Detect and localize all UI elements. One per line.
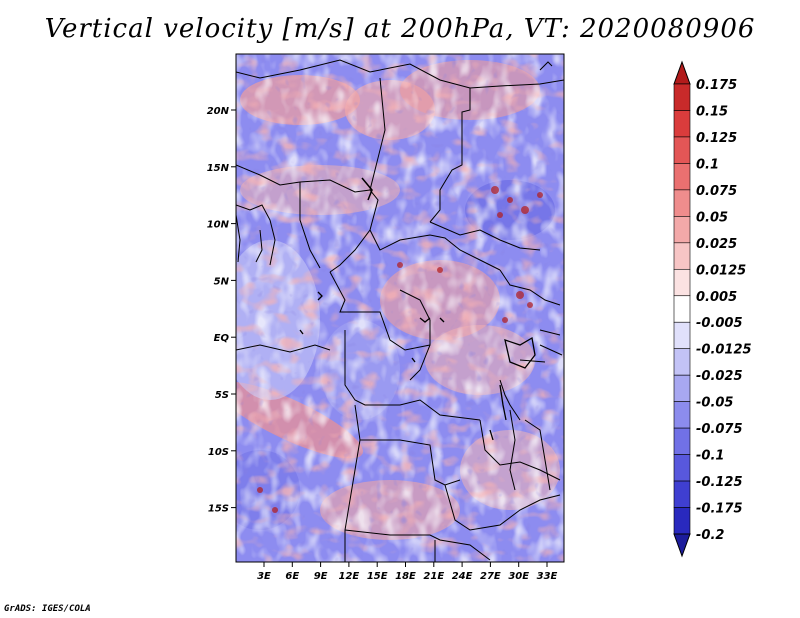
colorbar-level-label: -0.125 [696,475,743,490]
colorbar-swatch [673,348,691,376]
colorbar-swatch [673,189,691,217]
colorbar-swatch [673,216,691,244]
colorbar-swatch [673,374,691,402]
lat-tick-label: 10S [208,447,229,458]
colorbar-swatch [673,242,691,270]
intense-updraft-spots [257,186,543,513]
latitude-axis: 20N 15N 10N 5N EQ 5S 10S 15S [207,106,236,515]
colorbar-level-label: 0.1 [696,157,719,172]
lon-tick-label: 33E [537,571,558,582]
plot-frame [235,53,565,563]
colorbar-swatch [673,401,691,429]
lon-tick-label: 18E [395,571,416,582]
lat-tick-label: 5S [215,390,229,401]
colorbar-swatch [673,427,691,455]
colorbar-swatch [673,110,691,138]
colorbar-level-label: -0.05 [696,396,733,411]
lat-tick-label: EQ [214,333,230,344]
country-borders [236,59,564,562]
lakes [299,291,536,441]
lon-tick-label: 24E [452,571,473,582]
colorbar-min-arrow [673,533,691,558]
colorbar-swatch [673,136,691,164]
lon-tick-label: 15E [367,571,388,582]
grads-credit: GrADS: IGES/COLA [4,604,91,614]
colorbar-level-label: 0.125 [696,131,737,146]
plot-area [236,54,564,562]
colorbar-swatch [673,83,691,111]
colorbar-level-label: -0.005 [696,316,743,331]
colorbar-level-label: 0.075 [696,184,737,199]
colorbar-level-label: -0.0125 [696,343,752,358]
colorbar-level-label: -0.1 [696,449,724,464]
lon-tick-label: 9E [314,571,328,582]
colorbar-swatch [673,480,691,508]
lon-tick-label: 6E [285,571,299,582]
colorbar-level-label: 0.15 [696,104,728,119]
colorbar: 0.175 0.15 0.125 0.1 0.075 0.05 0.025 0.0125 0.0… [673,60,752,558]
lat-tick-label: 10N [207,220,230,231]
lon-tick-label: 30E [508,571,529,582]
colorbar-swatch [673,507,691,535]
colorbar-level-label: -0.2 [696,528,724,543]
lat-tick-label: 15S [208,504,229,515]
colorbar-level-label: 0.0125 [696,263,746,278]
colorbar-level-label: -0.075 [696,422,743,437]
colorbar-level-label: 0.175 [696,78,737,93]
colorbar-swatch [673,321,691,350]
colorbar-max-arrow [673,60,691,85]
colorbar-swatch [673,295,691,323]
lat-tick-label: 5N [214,276,230,287]
lon-tick-label: 3E [257,571,271,582]
lat-tick-label: 15N [207,163,230,174]
longitude-axis: 3E 6E 9E 12E 15E 18E 21E 24E 27E 30E 33E [257,562,558,582]
lon-tick-label: 21E [423,571,444,582]
lat-tick-label: 20N [207,106,230,117]
colorbar-level-label: -0.175 [696,502,743,517]
colorbar-swatch [673,268,691,297]
lon-tick-label: 12E [339,571,360,582]
colorbar-level-label: 0.025 [696,237,737,252]
map-title: Vertical velocity [m/s] at 200hPa, VT: 2… [44,14,756,44]
colorbar-level-label: 0.005 [696,290,737,305]
colorbar-level-label: 0.05 [696,210,728,225]
colorbar-level-label: -0.025 [696,369,743,384]
lon-tick-label: 27E [480,571,501,582]
colorbar-swatch [673,454,691,482]
colorbar-swatch [673,163,691,191]
